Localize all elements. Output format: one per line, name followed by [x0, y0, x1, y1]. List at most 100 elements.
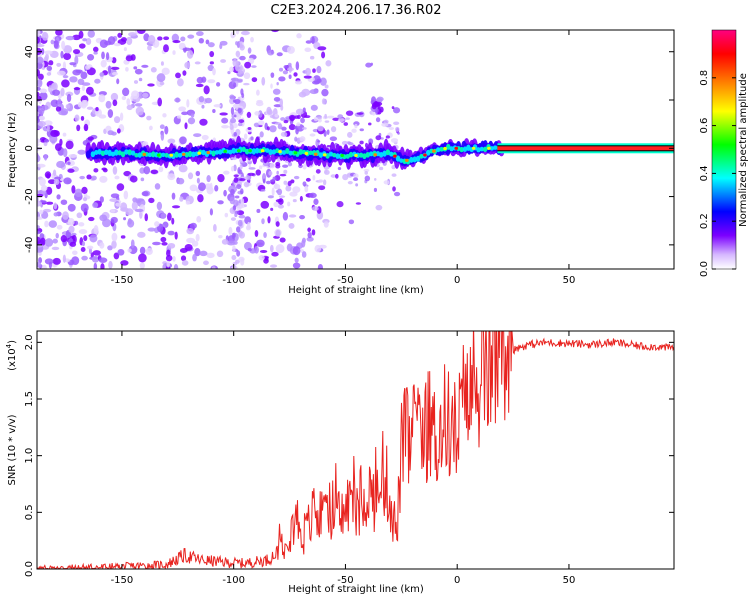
spectrogram-y-tick-label: -40: [24, 237, 35, 253]
heatmap-noise-cell: [338, 117, 345, 122]
heatmap-noise-cell: [177, 78, 184, 87]
colorbar: 0.0 0.2 0.4 0.6 0.8 Normalized spectral ampl…: [699, 29, 749, 277]
heatmap-noise-cell: [204, 97, 213, 104]
heatmap-noise-cell: [235, 104, 239, 110]
heatmap-ridge-core: [241, 146, 246, 153]
snr-y-tick-label: 2.0: [24, 334, 35, 350]
snr-series-line: [37, 331, 674, 569]
heatmap-ridge-core: [151, 151, 156, 158]
heatmap-noise-cell: [138, 253, 147, 263]
heatmap-ridge-core: [362, 153, 367, 160]
heatmap-noise-cell: [180, 36, 186, 42]
heatmap-noise-cell: [323, 221, 329, 228]
heatmap-noise-cell: [230, 165, 235, 172]
heatmap-noise-cell: [43, 120, 53, 126]
heatmap-noise-cell: [147, 45, 152, 51]
heatmap-noise-cell: [306, 236, 314, 242]
heatmap-noise-cell: [182, 47, 192, 51]
heatmap-noise-cell: [44, 50, 53, 55]
heatmap-noise-cell: [174, 97, 181, 103]
heatmap-noise-cell: [184, 243, 193, 251]
heatmap-noise-cell: [117, 248, 125, 256]
heatmap-ridge-core: [201, 149, 206, 156]
heatmap-noise-cell: [73, 87, 81, 91]
heatmap-ridge-peak: [304, 151, 309, 156]
heatmap-noise-cell: [221, 239, 229, 245]
heatmap-noise-cell: [81, 186, 88, 194]
heatmap-noise-cell: [299, 136, 306, 142]
heatmap-ridge-core: [415, 155, 421, 162]
heatmap-noise-cell: [94, 78, 101, 84]
svg-text:(x104): (x104): [5, 340, 18, 371]
heatmap-noise-cell: [185, 200, 191, 205]
heatmap-noise-cell: [147, 83, 155, 87]
heatmap-noise-cell: [186, 227, 194, 235]
heatmap-noise-cell: [311, 36, 315, 45]
heatmap-noise-cell: [53, 178, 60, 186]
heatmap-noise-cell: [184, 61, 191, 69]
heatmap-noise-cell: [250, 136, 254, 141]
heatmap-ridge-core: [358, 152, 364, 158]
heatmap-ridge-core: [214, 150, 220, 155]
heatmap-noise-cell: [123, 190, 129, 200]
heatmap-noise-cell: [167, 230, 175, 236]
heatmap-noise-cell: [216, 82, 221, 87]
heatmap-noise-cell: [167, 242, 176, 249]
heatmap-noise-cell: [196, 177, 200, 184]
heatmap-noise-cell: [269, 264, 278, 268]
heatmap-steady-core: [497, 146, 674, 151]
heatmap-noise-cell: [305, 67, 312, 76]
heatmap-noise-cell: [313, 116, 319, 122]
heatmap-noise-cell: [174, 231, 178, 240]
heatmap-noise-cell: [196, 215, 202, 223]
heatmap-noise-cell: [156, 201, 163, 211]
heatmap-noise-cell: [356, 112, 364, 115]
heatmap-noise-cell: [243, 82, 250, 86]
heatmap-noise-cell: [216, 250, 224, 258]
heatmap-noise-cell: [203, 85, 210, 95]
heatmap-noise-cell: [259, 249, 268, 253]
heatmap-noise-cell: [237, 219, 243, 227]
heatmap-noise-cell: [289, 115, 295, 122]
heatmap-ridge-peak: [393, 154, 397, 158]
heatmap-noise-cell: [86, 106, 94, 110]
heatmap-noise-cell: [223, 189, 227, 197]
heatmap-noise-cell: [37, 56, 44, 64]
heatmap-ridge-core: [254, 147, 260, 154]
heatmap-noise-cell: [110, 92, 119, 102]
heatmap-noise-cell: [309, 133, 316, 137]
heatmap-noise-cell: [190, 113, 195, 118]
heatmap-noise-cell: [351, 128, 357, 133]
heatmap-noise-cell: [218, 234, 223, 239]
heatmap-noise-cell: [390, 138, 399, 143]
heatmap-ridge-core: [298, 148, 303, 155]
heatmap-ridge-peak: [142, 152, 147, 156]
heatmap-noise-cell: [99, 214, 108, 222]
heatmap-noise-cell: [112, 166, 118, 175]
heatmap-noise-cell: [69, 76, 78, 83]
heatmap-noise-cell: [310, 104, 318, 111]
heatmap-noise-cell: [213, 223, 217, 232]
heatmap-noise-cell: [171, 205, 181, 209]
heatmap-ridge-core: [211, 150, 216, 157]
heatmap-ridge-core: [90, 151, 96, 158]
heatmap-noise-cell: [139, 246, 146, 255]
heatmap-noise-cell: [77, 101, 84, 108]
heatmap-noise-cell: [164, 125, 169, 135]
heatmap-noise-cell: [270, 72, 275, 78]
heatmap-noise-cell: [43, 138, 50, 143]
heatmap-noise-cell: [322, 179, 327, 186]
heatmap-noise-cell: [37, 62, 43, 70]
heatmap-noise-cell: [255, 169, 261, 176]
heatmap-noise-cell: [317, 118, 322, 123]
heatmap-noise-cell: [107, 245, 113, 251]
colorbar-tick-label: 0.6: [699, 118, 710, 134]
heatmap-noise-cell: [213, 104, 222, 108]
heatmap-noise-cell: [381, 122, 389, 127]
heatmap-noise-cell: [353, 177, 359, 182]
heatmap-noise-cell: [44, 171, 52, 179]
heatmap-noise-cell: [154, 221, 160, 227]
heatmap-ridge-core: [104, 149, 109, 156]
heatmap-noise-cell: [374, 177, 377, 181]
heatmap-noise-cell: [206, 175, 211, 183]
